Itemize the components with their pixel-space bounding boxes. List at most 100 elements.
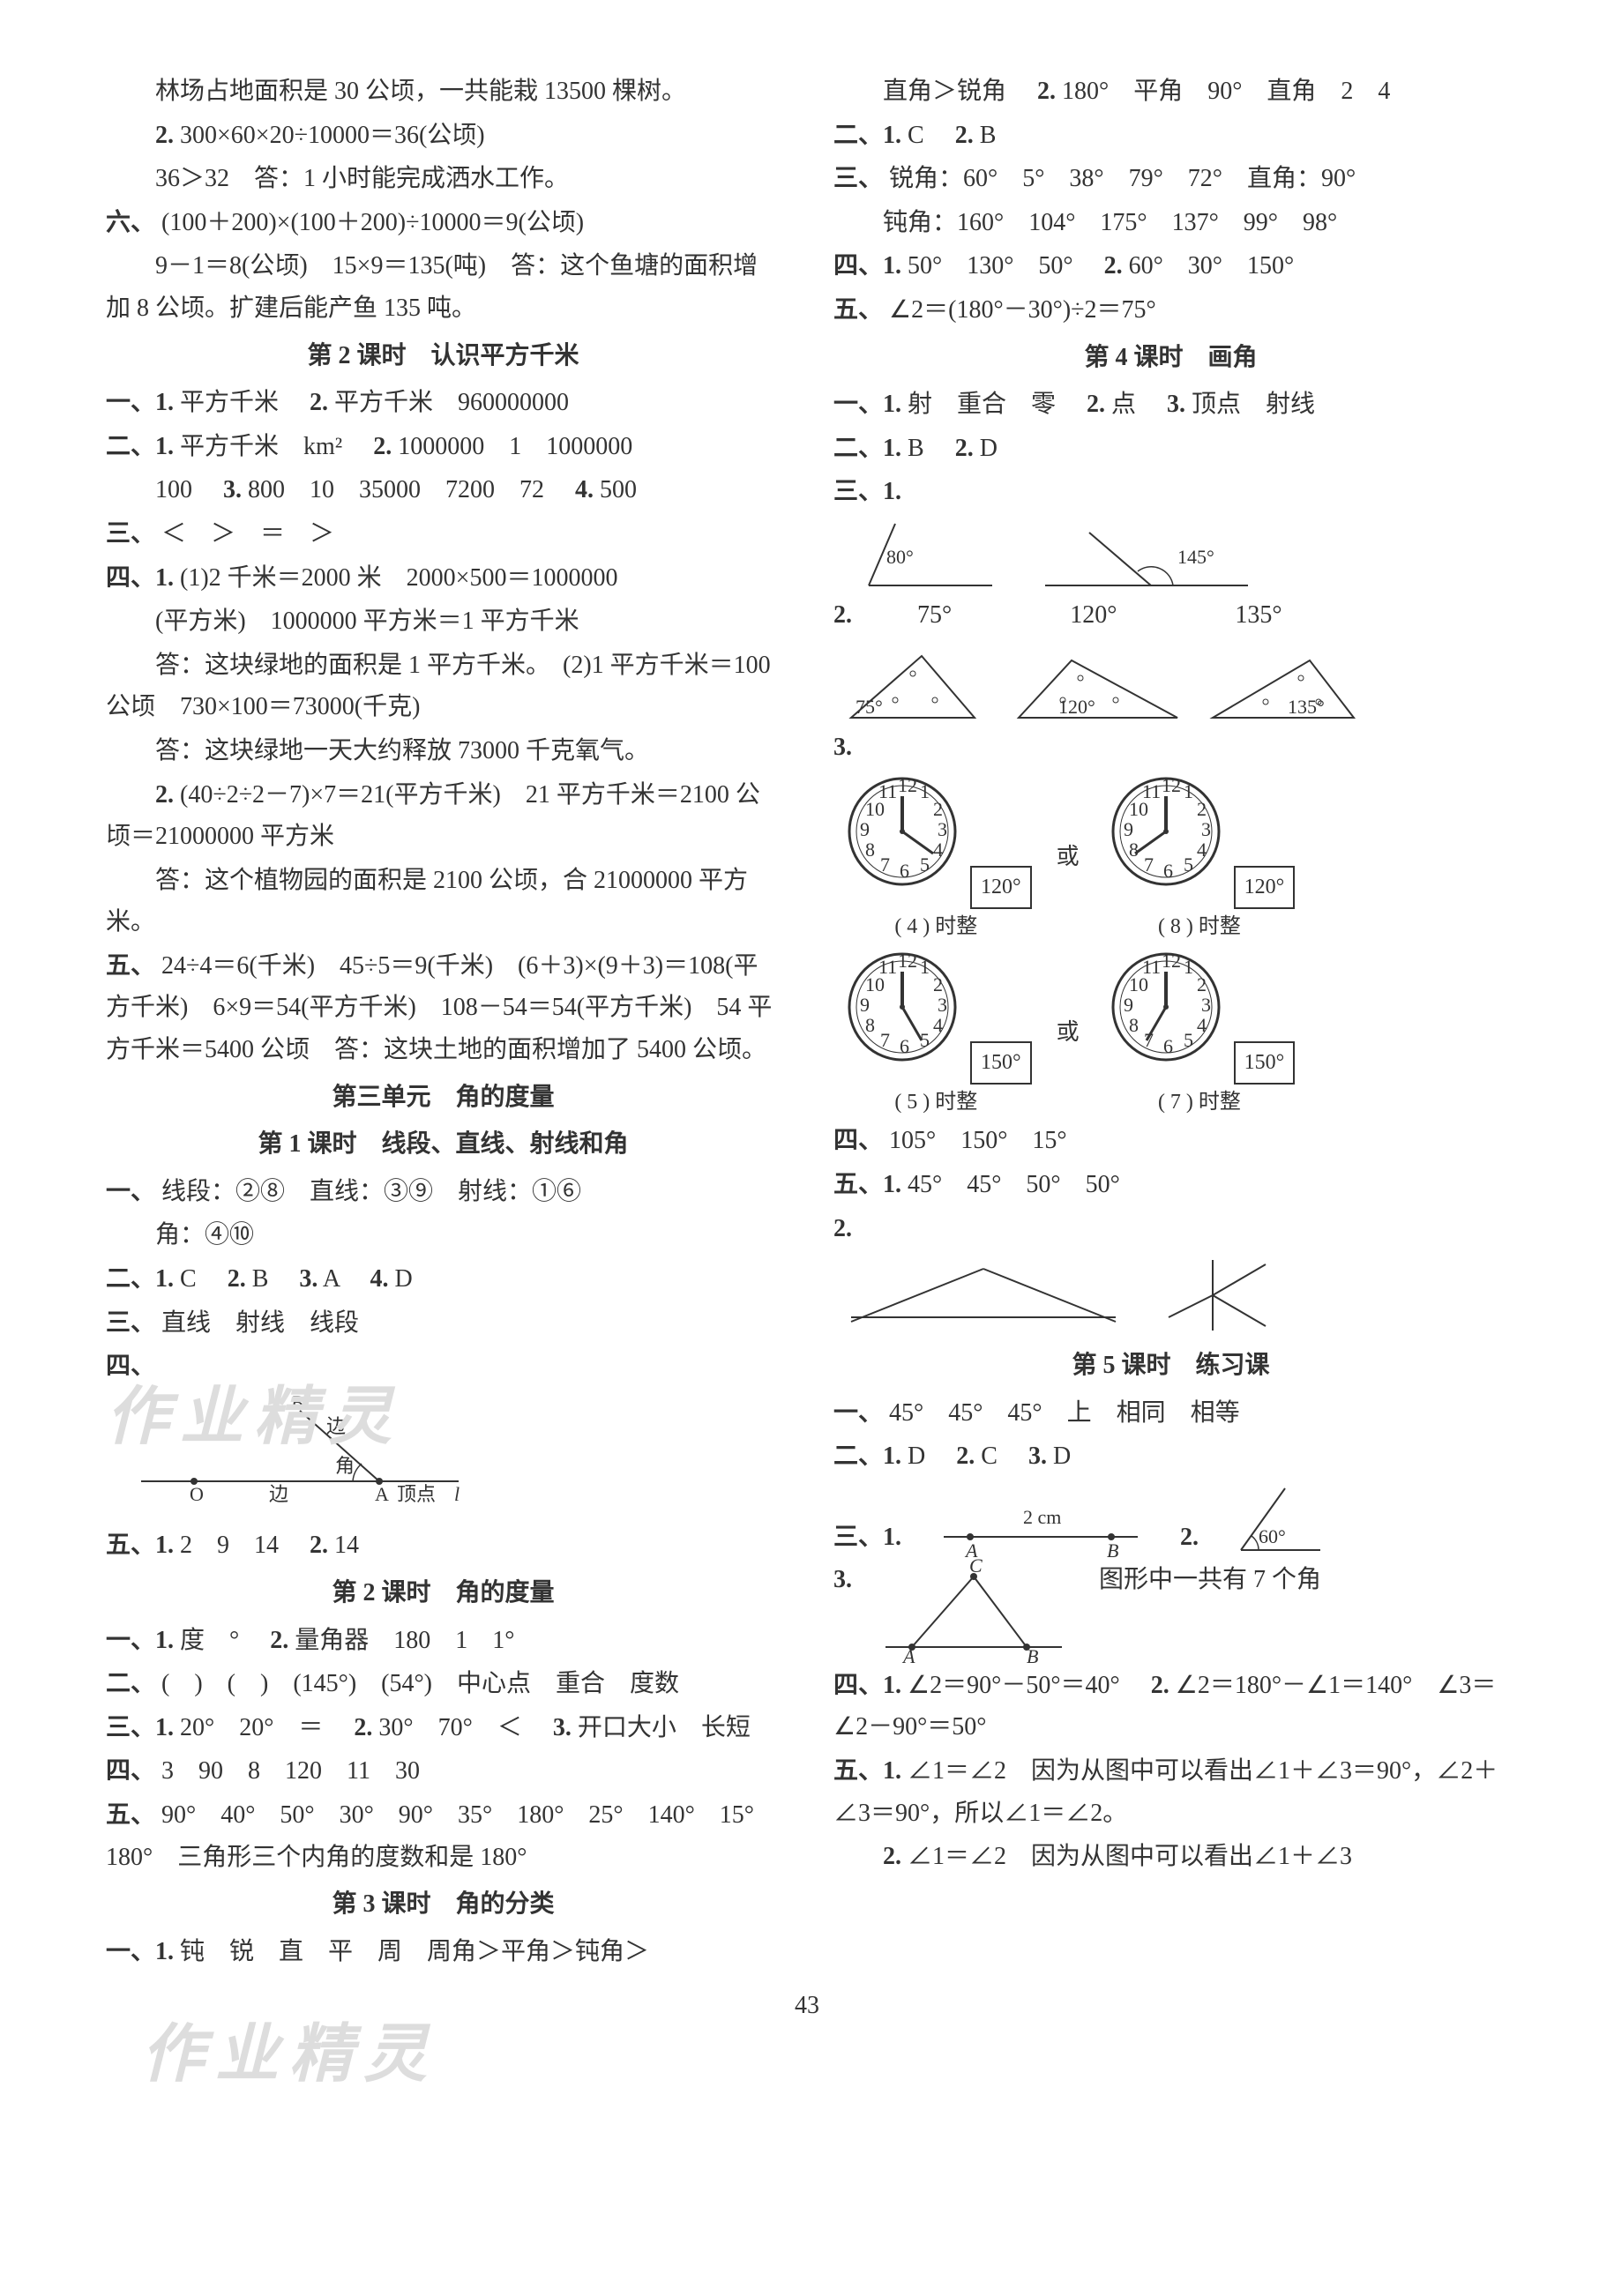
item-num: 五、1. — [106, 1532, 174, 1559]
text-line: 四、 105° 150° 15° — [833, 1120, 1508, 1162]
clock-svg: 123 69 12 45 78 1011 — [841, 770, 964, 893]
label-O: O — [190, 1483, 204, 1505]
item-num: 2. — [310, 1532, 328, 1559]
text-line: 二、1. C 2. B — [833, 115, 1508, 157]
text-line: 答：这块绿地一天大约释放 73000 千克氧气。 — [106, 730, 781, 772]
or-label: 或 — [1057, 838, 1080, 876]
text: ∠1＝∠2 因为从图中可以看出∠1＋∠3 — [908, 1843, 1352, 1870]
item-num: 2. — [956, 1442, 975, 1470]
text-line: 二、1. 平方千米 km² 2. 1000000 1 1000000 — [106, 426, 781, 468]
text-line: 三、1. 20° 20° ＝ 2. 30° 70° ＜ 3. 开口大小 长短 — [106, 1707, 781, 1749]
item-num: 一、1. — [106, 1938, 174, 1965]
svg-text:12: 12 — [1162, 950, 1181, 972]
text-line: 三、 ＜ ＞ ＝ ＞ — [106, 513, 781, 555]
segment-row: 三、1. 2 cm A B 2. 60° — [833, 1480, 1508, 1559]
text: 开口大小 长短 — [578, 1714, 751, 1741]
text: 射 重合 零 — [908, 391, 1080, 418]
or-label: 或 — [1057, 1013, 1080, 1052]
text: ＜ ＞ ＝ ＞ — [161, 520, 334, 548]
text: 24÷4＝6(千米) 45÷5＝9(千米) (6＋3)×(9＋3)＝108(平方… — [106, 952, 772, 1063]
clock-time-label: ( 8 ) 时整 — [1104, 909, 1296, 945]
svg-text:8: 8 — [1129, 839, 1139, 861]
item-num: 2. — [955, 122, 974, 149]
svg-text:6: 6 — [1163, 860, 1173, 882]
item-num: 一、1. — [106, 1627, 174, 1654]
item-num: 2. — [155, 122, 174, 149]
svg-text:12: 12 — [898, 950, 917, 972]
section-num: 五、 — [106, 1801, 155, 1829]
item-num: 3. — [553, 1714, 572, 1741]
triangle-abc-row: 3. A B C 图形中一共有 7 个角 — [833, 1559, 1508, 1665]
text: 60° 30° 150° — [1129, 252, 1295, 280]
text: 度 ° — [180, 1627, 264, 1654]
text: 300×60×20÷10000＝36(公顷) — [180, 122, 485, 149]
item-num: 3. — [1167, 391, 1185, 418]
clock-time-label: ( 7 ) 时整 — [1104, 1085, 1296, 1121]
text-line: 一、1. 钝 锐 直 平 周 周角＞平角＞钝角＞ — [106, 1931, 781, 1973]
triangle-120: 120° — [1010, 638, 1186, 727]
svg-text:1: 1 — [1184, 956, 1193, 978]
svg-text:12: 12 — [898, 774, 917, 796]
item-num: 2. — [1180, 1517, 1199, 1559]
triangle-row: 75° 120° 135° — [833, 638, 1508, 727]
clock-time-label: ( 5 ) 时整 — [841, 1085, 1032, 1121]
item-num: 2. — [833, 1215, 852, 1242]
item-num: 4. — [370, 1265, 389, 1293]
clock-angle-label: 120° — [1234, 866, 1296, 909]
text-line: 2. ∠1＝∠2 因为从图中可以看出∠1＋∠3 — [833, 1836, 1508, 1878]
lesson-heading: 第 2 课时 认识平方千米 — [106, 335, 781, 377]
svg-text:9: 9 — [860, 818, 870, 840]
item-num: 2. — [310, 389, 328, 416]
text: ( ) ( ) (145°) (54°) 中心点 重合 度数 — [161, 1670, 679, 1697]
triangle-abc: A B C — [877, 1559, 1071, 1665]
label-vertex: 顶点 — [397, 1483, 436, 1505]
item-num: 3. — [833, 1559, 852, 1601]
svg-text:7: 7 — [1144, 854, 1154, 876]
svg-text:6: 6 — [900, 860, 909, 882]
item-num: 一、1. — [106, 389, 174, 416]
section-num: 四、 — [833, 1127, 883, 1154]
text: 135° — [1235, 601, 1281, 629]
text-line: 林场占地面积是 30 公顷，一共能栽 13500 棵树。 — [106, 71, 781, 113]
lesson-heading: 第 4 课时 画角 — [833, 337, 1508, 379]
text: 500 — [600, 476, 637, 503]
label-l: l — [454, 1483, 460, 1505]
lesson-heading: 第 1 课时 线段、直线、射线和角 — [106, 1123, 781, 1166]
text-line: 2. 300×60×20÷10000＝36(公顷) — [106, 115, 781, 157]
tri-note: 图形中一共有 7 个角 — [1099, 1559, 1321, 1601]
item-num: 2. — [354, 1714, 372, 1741]
text: 钝 锐 直 平 周 周角＞平角＞钝角＞ — [180, 1938, 649, 1965]
text: ∠2＝90°－50°＝40° — [908, 1672, 1145, 1699]
text-line: 四、1. 50° 130° 50° 2. 60° 30° 150° — [833, 245, 1508, 287]
text: (40÷2÷2－7)×7＝21(平方千米) 21 平方千米＝2100 公顷＝21… — [106, 781, 760, 851]
tri-angle: 75° — [856, 696, 883, 718]
text-line: 2. 75° 120° 135° — [833, 594, 1508, 637]
right-column: 直角＞锐角 2. 180° 平角 90° 直角 2 4 二、1. C 2. B … — [833, 71, 1508, 1974]
tri-C: C — [969, 1559, 983, 1577]
text-line: 五、 24÷4＝6(千米) 45÷5＝9(千米) (6＋3)×(9＋3)＝108… — [106, 945, 781, 1071]
watermark-text: 作业精灵 — [106, 1382, 402, 1452]
svg-text:3: 3 — [938, 994, 947, 1016]
svg-text:5: 5 — [920, 854, 930, 876]
section-num: 二、 — [106, 1670, 155, 1697]
svg-text:3: 3 — [1201, 994, 1211, 1016]
text-line: 角：④⑩ — [106, 1214, 781, 1256]
svg-text:1: 1 — [920, 780, 930, 802]
lesson-heading: 第 2 课时 角的度量 — [106, 1572, 781, 1614]
clock-svg: 123 69 12 45 78 1011 — [841, 945, 964, 1069]
section-num: 五、 — [833, 296, 883, 324]
lesson-heading: 第 5 课时 练习课 — [833, 1345, 1508, 1387]
text-line: 一、1. 射 重合 零 2. 点 3. 顶点 射线 — [833, 384, 1508, 426]
text: 75° — [917, 601, 952, 629]
svg-text:5: 5 — [1184, 1029, 1193, 1051]
section-num: 三、 — [106, 1309, 155, 1337]
angle-145: 145° — [1027, 515, 1257, 594]
text: 90° 40° 50° 30° 90° 35° 180° 25° 140° 15… — [106, 1801, 779, 1871]
clock-7: 123 69 12 45 78 1011 150° ( 7 ) 时整 — [1104, 945, 1296, 1121]
text-line: 2. — [833, 1208, 1508, 1250]
section-num: 一、 — [833, 1399, 883, 1427]
watermark-text: 作业精灵 — [141, 2019, 437, 2090]
text-line: 9－1＝8(公顷) 15×9＝135(吨) 答：这个鱼塘的面积增加 8 公顷。扩… — [106, 245, 781, 329]
svg-text:4: 4 — [1197, 1014, 1207, 1036]
item-num: 二、1. — [106, 433, 174, 460]
